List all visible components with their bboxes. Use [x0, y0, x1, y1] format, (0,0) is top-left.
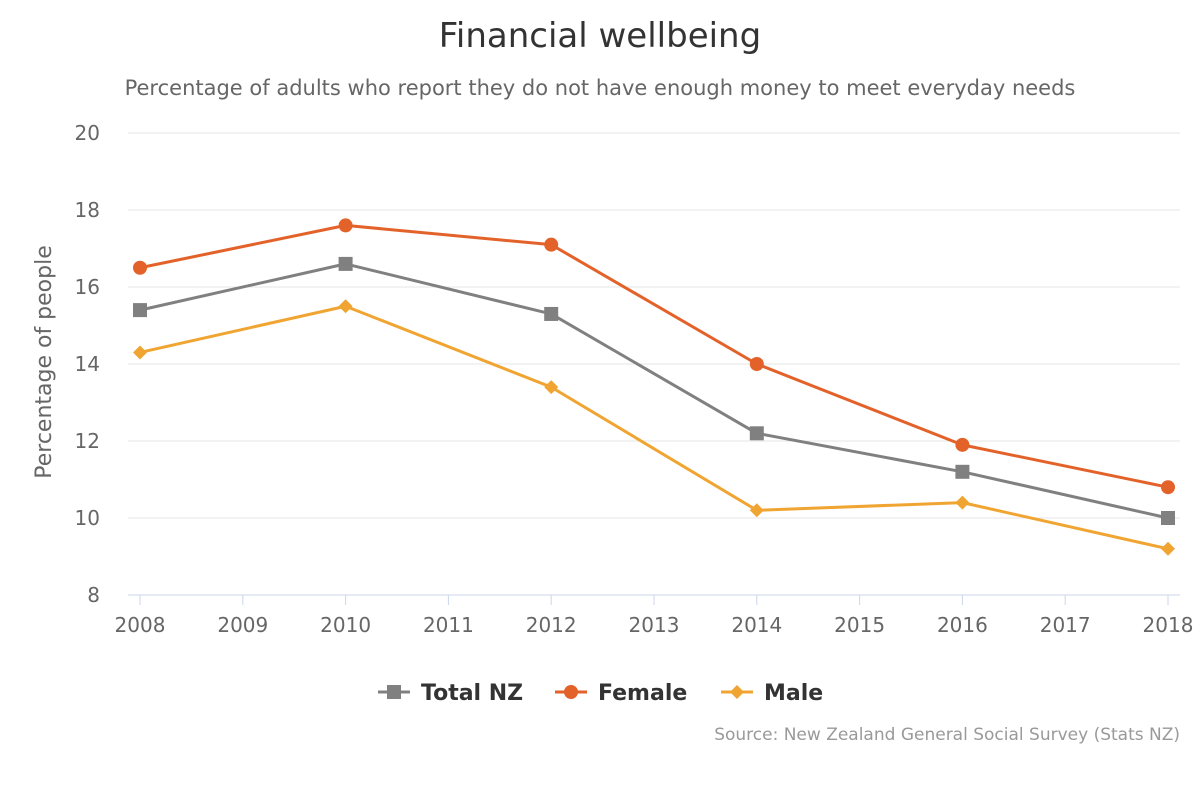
x-tick-label: 2009 — [217, 613, 268, 637]
legend-label: Total NZ — [421, 681, 523, 706]
x-tick-label: 2012 — [526, 613, 577, 637]
x-tick-label: 2011 — [423, 613, 474, 637]
x-tick-label: 2015 — [834, 613, 885, 637]
series-line-male — [139, 304, 1169, 551]
x-tick-label: 2010 — [320, 613, 371, 637]
data-point-male — [544, 380, 559, 395]
data-point-total-nz — [955, 464, 970, 479]
y-tick-label: 12 — [75, 429, 100, 453]
series-total-nz — [133, 256, 1175, 525]
y-tick-label: 16 — [75, 275, 100, 299]
data-point-male — [133, 345, 147, 360]
x-tick-label: 2014 — [731, 613, 782, 637]
data-point-female — [133, 260, 147, 275]
legend-item-male[interactable]: Male — [721, 681, 823, 706]
legend: Total NZ Female Male — [378, 681, 823, 706]
y-tick-label: 20 — [75, 121, 100, 145]
source-note: Source: New Zealand General Social Surve… — [714, 725, 1180, 745]
y-tick-label: 14 — [75, 352, 100, 376]
data-point-female — [338, 218, 353, 233]
y-tick-label: 8 — [87, 583, 100, 607]
data-point-total-nz — [749, 426, 764, 441]
x-tick-label: 2013 — [629, 613, 680, 637]
legend-item-total-nz[interactable]: Total NZ — [378, 681, 523, 706]
data-point-male — [749, 503, 764, 518]
legend-marker-total-nz — [387, 685, 401, 699]
series-male — [133, 299, 1175, 556]
chart-title: Financial wellbeing — [439, 16, 761, 56]
x-axis: 2008 2009 2010 2011 2012 2013 2014 2015 2016 2017… — [115, 594, 1194, 637]
x-tick-label: 2016 — [937, 613, 988, 637]
data-point-total-nz — [1161, 511, 1175, 525]
legend-label: Male — [764, 681, 823, 706]
y-axis-ticks: 8 10 12 14 16 18 20 — [75, 121, 100, 607]
data-point-female — [1161, 480, 1175, 495]
series-line-female — [139, 223, 1169, 489]
y-axis-label: Percentage of people — [32, 245, 57, 479]
data-point-total-nz — [133, 303, 147, 318]
legend-item-female[interactable]: Female — [555, 681, 687, 706]
series-group — [133, 218, 1175, 556]
data-point-female — [749, 357, 764, 371]
data-point-male — [338, 299, 353, 314]
x-tick-label: 2017 — [1040, 613, 1091, 637]
data-point-female — [544, 237, 559, 252]
y-tick-label: 18 — [75, 198, 100, 222]
gridlines — [128, 132, 1180, 519]
y-tick-label: 10 — [75, 506, 100, 530]
series-line-total-nz — [139, 262, 1169, 520]
legend-label: Female — [598, 681, 687, 706]
x-tick-label: 2018 — [1143, 613, 1194, 637]
data-point-male — [955, 495, 970, 510]
data-point-total-nz — [544, 306, 559, 321]
legend-marker-male — [730, 685, 744, 699]
data-point-total-nz — [338, 256, 353, 271]
series-female — [133, 218, 1175, 495]
data-point-female — [955, 437, 970, 452]
x-tick-label: 2008 — [115, 613, 166, 637]
data-point-male — [1161, 541, 1175, 556]
legend-marker-female — [564, 685, 578, 699]
chart-subtitle: Percentage of adults who report they do … — [125, 76, 1076, 100]
